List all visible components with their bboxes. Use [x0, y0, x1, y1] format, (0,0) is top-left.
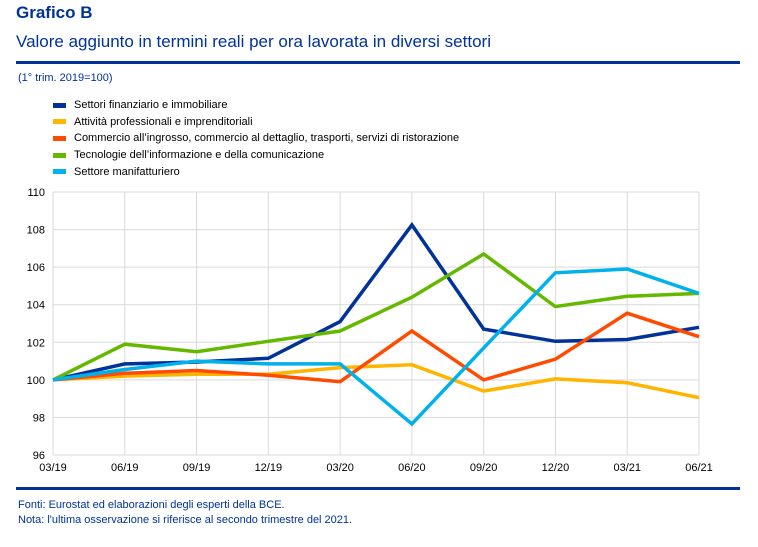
y-tick-label: 104	[27, 300, 45, 312]
series-line-4	[52, 251, 700, 382]
legend-item: Attività professionali e imprenditoriali	[53, 114, 459, 131]
y-tick-label: 100	[27, 375, 45, 387]
x-tick-label: 12/19	[255, 462, 283, 474]
legend-label: Attività professionali e imprenditoriali	[74, 115, 253, 128]
x-tick-label: 09/19	[183, 462, 211, 474]
chart-title: Grafico B	[16, 3, 93, 22]
x-tick-label: 06/20	[398, 462, 426, 474]
source-note: Fonti: Eurostat ed elaborazioni degli es…	[18, 499, 285, 511]
x-tick-label: 12/20	[542, 462, 570, 474]
top-divider	[16, 61, 740, 64]
legend-swatch	[53, 135, 66, 141]
y-axis-ticks: 96 98 100 102 104 106 108 110	[27, 187, 45, 462]
series-lines	[52, 221, 700, 427]
footnote: Nota: l'ultima osservazione si riferisce…	[18, 514, 353, 526]
grid	[52, 191, 700, 456]
series-line-3	[52, 311, 700, 384]
y-tick-label: 106	[27, 262, 45, 274]
x-tick-label: 06/21	[685, 462, 713, 474]
y-tick-label: 108	[27, 225, 45, 237]
legend-label: Tecnologie dell’informazione e della com…	[74, 149, 325, 162]
x-tick-label: 03/21	[613, 462, 641, 474]
legend-swatch	[53, 152, 66, 158]
legend-label: Commercio all’ingrosso, commercio al det…	[74, 132, 460, 145]
footnotes: Fonti: Eurostat ed elaborazioni degli es…	[18, 498, 352, 528]
y-tick-label: 96	[33, 450, 45, 462]
legend-item: Settore manifatturiero	[53, 163, 459, 180]
x-tick-label: 06/19	[111, 462, 139, 474]
legend-item: Tecnologie dell’informazione e della com…	[53, 147, 459, 164]
x-tick-label: 09/20	[470, 462, 498, 474]
y-tick-label: 110	[27, 187, 45, 199]
legend-swatch	[53, 119, 66, 125]
y-tick-label: 98	[33, 412, 45, 424]
legend: Settori finanziario e immobiliare Attivit…	[53, 97, 459, 180]
x-tick-label: 03/20	[326, 462, 354, 474]
legend-swatch	[53, 169, 66, 175]
legend-swatch	[53, 102, 66, 108]
x-axis-ticks: 03/19 06/19 09/19 12/19 03/20 06/20 09/20 12/20…	[39, 462, 713, 474]
line-chart: 96 98 100 102 104 106 108 110 03/19 06/19 09/19 12…	[27, 187, 713, 474]
legend-label: Settori finanziario e immobiliare	[74, 99, 228, 112]
series-line-2	[52, 363, 700, 400]
unit-note: (1° trim. 2019=100)	[18, 72, 113, 84]
legend-item: Settori finanziario e immobiliare	[53, 97, 459, 114]
legend-label: Settore manifatturiero	[74, 165, 180, 178]
series-line-1	[52, 221, 700, 382]
y-tick-label: 102	[27, 337, 45, 349]
bottom-divider	[16, 487, 740, 490]
chart-subtitle: Valore aggiunto in termini reali per ora…	[16, 32, 491, 51]
series-line-5	[52, 267, 700, 427]
legend-item: Commercio all’ingrosso, commercio al det…	[53, 130, 459, 147]
x-tick-label: 03/19	[39, 462, 67, 474]
